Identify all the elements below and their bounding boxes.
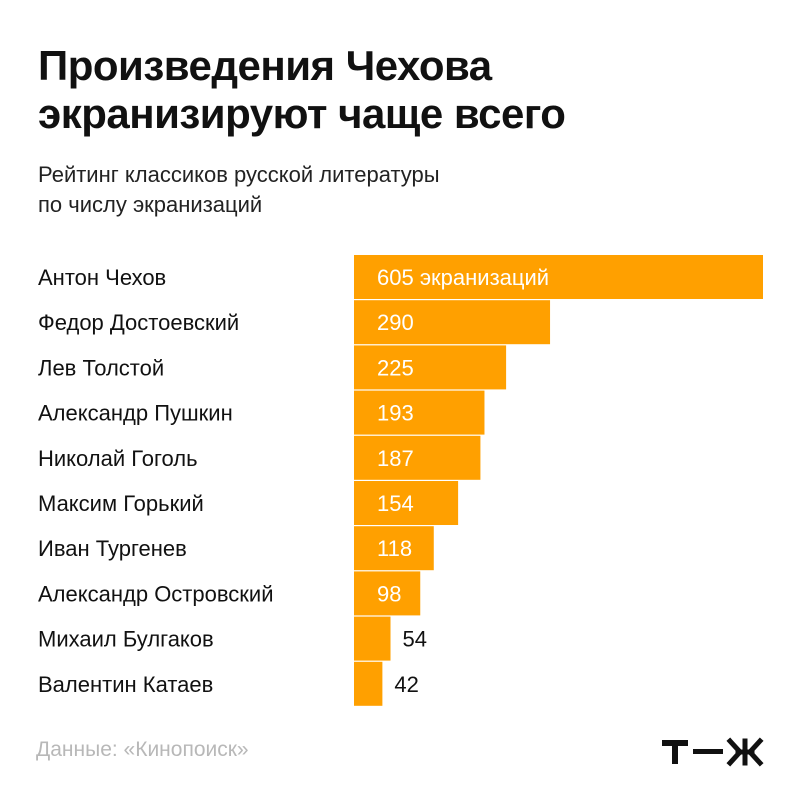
bar: [354, 661, 383, 706]
bar-value-label: 154: [377, 491, 414, 516]
chart-subtitle-line-2: по числу экранизаций: [38, 192, 263, 217]
category-label: Александр Пушкин: [38, 401, 233, 426]
bar-value-label: 290: [377, 310, 414, 335]
bar-value-label: 605 экранизаций: [377, 265, 549, 290]
bar: [354, 481, 459, 525]
bar-value-label: 118: [377, 536, 412, 561]
bar-value-label: 225: [377, 355, 414, 380]
bar: [354, 616, 391, 661]
bar-chart: Антон Чехов 605 экранизаций Федор Достоевс…: [38, 255, 763, 706]
bar: [354, 435, 481, 480]
tzh-logo-icon: [662, 737, 764, 767]
chart-subtitle: Рейтинг классиков русской литературы по …: [38, 160, 758, 220]
bar-value-label: 187: [377, 446, 414, 471]
bar: [354, 255, 763, 299]
category-label: Антон Чехов: [38, 265, 166, 290]
category-label: Валентин Катаев: [38, 672, 213, 697]
bar-value-label: 42: [394, 672, 418, 697]
category-label: Александр Островский: [38, 581, 274, 606]
bar-value-label: 98: [377, 581, 401, 606]
category-label: Николай Гоголь: [38, 446, 198, 471]
category-label: Лев Толстой: [38, 355, 164, 380]
chart-subtitle-line-1: Рейтинг классиков русской литературы: [38, 162, 440, 187]
bar: [354, 526, 434, 571]
category-label: Максим Горький: [38, 491, 204, 516]
bar: [354, 300, 551, 345]
chart-title: Произведения Чехова экранизируют чаще вс…: [38, 42, 778, 138]
bar-value-label: 54: [403, 627, 427, 652]
bar-value-label: 193: [377, 401, 414, 426]
bar: [354, 571, 421, 616]
category-label: Федор Достоевский: [38, 310, 239, 335]
category-label: Михаил Булгаков: [38, 627, 214, 652]
category-label: Иван Тургенев: [38, 536, 187, 561]
chart-title-line-2: экранизируют чаще всего: [38, 90, 566, 137]
bar: [354, 345, 507, 390]
data-source-note: Данные: «Кинопоиск»: [36, 738, 249, 761]
chart-title-line-1: Произведения Чехова: [38, 42, 492, 89]
bar: [354, 390, 485, 435]
